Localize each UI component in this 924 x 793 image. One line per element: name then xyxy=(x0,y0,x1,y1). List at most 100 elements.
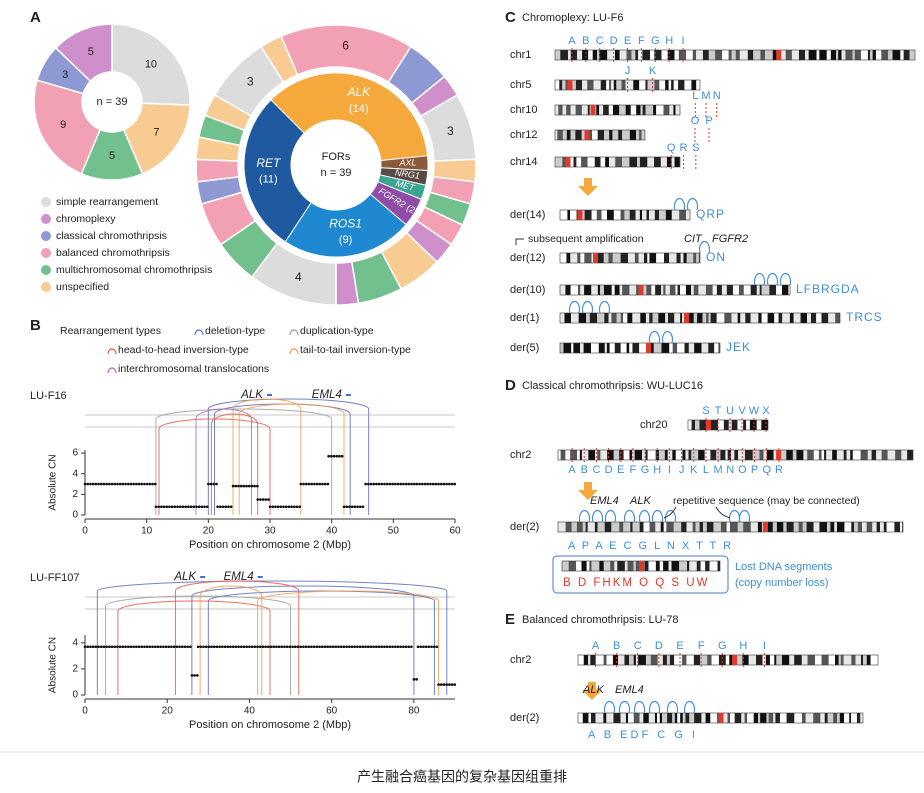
band xyxy=(669,655,675,665)
band xyxy=(674,157,680,167)
band xyxy=(597,285,601,295)
center-title: FORs xyxy=(322,151,351,163)
fold-loop xyxy=(666,700,679,714)
centromere xyxy=(590,105,596,115)
band xyxy=(674,655,683,665)
gene-label: EML4 xyxy=(312,389,342,401)
chromosome-outline xyxy=(559,284,791,296)
band xyxy=(786,713,795,723)
band xyxy=(867,50,870,60)
band xyxy=(695,522,700,532)
band xyxy=(813,713,821,723)
band xyxy=(682,655,687,665)
rearrangement xyxy=(191,585,415,695)
band xyxy=(629,285,637,295)
derivative-name: der(5) xyxy=(510,342,539,354)
legend-label: classical chromothripsis xyxy=(56,230,167,242)
band xyxy=(555,130,558,140)
segment-letter: Q xyxy=(762,464,771,476)
band xyxy=(570,285,578,295)
band xyxy=(577,285,581,295)
segment-letter: H xyxy=(665,35,673,47)
band xyxy=(587,80,594,90)
band xyxy=(576,50,583,60)
lost-box xyxy=(552,555,729,594)
band xyxy=(705,285,713,295)
segment-letter: N xyxy=(713,90,721,102)
band xyxy=(617,561,625,571)
lost-letters: B D FHKM O Q S UW xyxy=(563,577,709,589)
band xyxy=(702,313,707,323)
band xyxy=(863,655,867,665)
band xyxy=(767,313,775,323)
y-axis-label: Absolute CN xyxy=(48,454,59,510)
band xyxy=(781,655,790,665)
band xyxy=(630,522,633,532)
band xyxy=(658,313,666,323)
gene-label: CIT xyxy=(684,233,703,245)
band xyxy=(663,522,667,532)
fold-loop xyxy=(648,330,661,344)
band xyxy=(640,285,647,295)
segment-letter: P xyxy=(751,464,758,476)
band xyxy=(598,343,605,353)
band xyxy=(645,655,651,665)
band xyxy=(845,50,853,60)
band xyxy=(571,522,577,532)
band xyxy=(794,655,802,665)
donut-slice xyxy=(33,79,102,175)
segment-letter: C xyxy=(592,464,600,476)
legend-arc xyxy=(289,329,299,336)
band xyxy=(657,713,660,723)
band xyxy=(614,343,621,353)
fold-loop xyxy=(638,509,651,523)
band xyxy=(667,50,675,60)
band xyxy=(591,343,599,353)
band xyxy=(685,450,689,460)
band xyxy=(872,522,877,532)
band xyxy=(639,522,644,532)
band xyxy=(634,450,643,460)
band xyxy=(579,450,582,460)
band xyxy=(642,450,646,460)
band xyxy=(773,713,776,723)
legend-arc xyxy=(107,367,117,374)
derivative-name: der(1) xyxy=(510,312,539,324)
band xyxy=(560,50,568,60)
segment-letter: F xyxy=(630,464,637,476)
band xyxy=(665,313,668,323)
band xyxy=(587,157,595,167)
band xyxy=(888,50,893,60)
band xyxy=(740,313,746,323)
band xyxy=(679,561,687,571)
band xyxy=(639,713,644,723)
donut-slice xyxy=(243,99,312,243)
note-arrow xyxy=(715,506,731,519)
band xyxy=(688,343,695,353)
fold-loop xyxy=(779,272,792,286)
band xyxy=(629,210,636,220)
band xyxy=(654,713,658,723)
band xyxy=(614,50,620,60)
band xyxy=(597,50,600,60)
band xyxy=(582,713,589,723)
band xyxy=(902,522,903,532)
band xyxy=(776,655,782,665)
band xyxy=(615,157,623,167)
band xyxy=(656,105,664,115)
band xyxy=(570,210,577,220)
band xyxy=(703,522,707,532)
band xyxy=(616,313,621,323)
band xyxy=(620,253,629,263)
band xyxy=(603,105,609,115)
band xyxy=(826,450,833,460)
band xyxy=(723,420,729,430)
band xyxy=(794,713,802,723)
band xyxy=(730,713,735,723)
band xyxy=(816,50,820,60)
derivative-letters: ON xyxy=(706,250,726,264)
chromosome-outline xyxy=(559,342,721,354)
segment-letter: A xyxy=(592,640,600,652)
band xyxy=(854,50,861,60)
y-axis-label: Absolute CN xyxy=(48,637,59,693)
